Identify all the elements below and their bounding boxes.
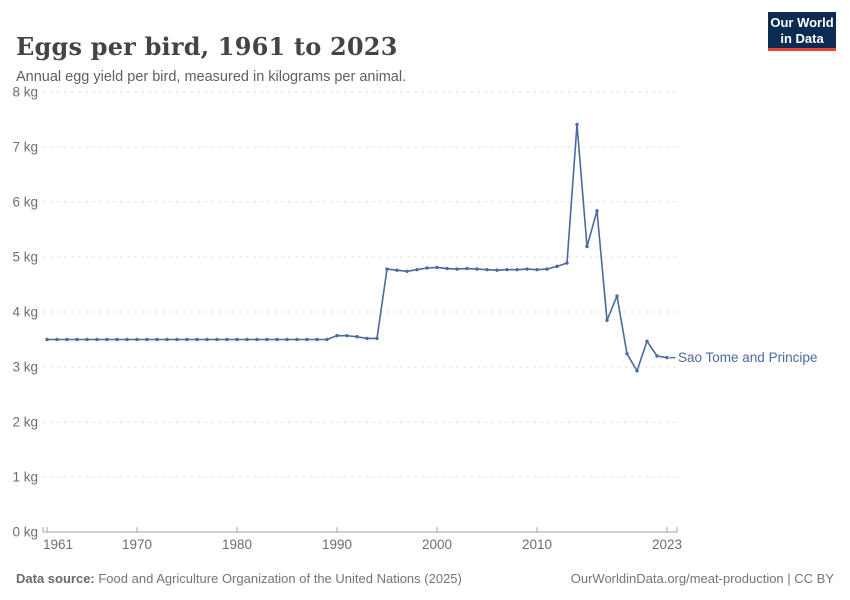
- data-point: [345, 333, 349, 338]
- data-point: [645, 339, 649, 343]
- y-tick-label: 2 kg: [12, 415, 38, 430]
- data-point: [215, 337, 219, 342]
- x-tick-label: 1990: [322, 537, 352, 552]
- data-point: [125, 337, 129, 342]
- y-tick-label: 0 kg: [12, 525, 38, 540]
- data-point: [105, 337, 109, 342]
- x-tick-label: 1970: [122, 537, 152, 552]
- x-tick-label: 2000: [422, 537, 452, 552]
- owid-logo-line2: in Data: [780, 30, 824, 46]
- data-point: [235, 337, 239, 342]
- data-point: [145, 337, 149, 342]
- data-point: [475, 267, 479, 271]
- y-tick-label: 5 kg: [12, 250, 38, 265]
- data-point: [385, 267, 389, 271]
- x-tick-label: 2010: [522, 537, 552, 552]
- data-point: [585, 244, 589, 249]
- data-point: [525, 267, 529, 271]
- data-point: [275, 337, 279, 342]
- data-point: [365, 336, 369, 341]
- data-point: [265, 337, 269, 342]
- data-point: [305, 337, 309, 342]
- data-point: [65, 337, 69, 342]
- data-point: [155, 337, 159, 342]
- data-point: [415, 267, 419, 272]
- data-point: [445, 266, 449, 271]
- y-tick-label: 3 kg: [12, 360, 38, 375]
- y-tick-label: 4 kg: [12, 305, 38, 320]
- data-point: [175, 337, 179, 342]
- data-point: [295, 337, 299, 342]
- data-point: [325, 337, 329, 342]
- data-point: [225, 337, 229, 342]
- data-point: [575, 122, 579, 127]
- data-point: [85, 337, 89, 342]
- data-point: [375, 336, 379, 341]
- y-tick-label: 6 kg: [12, 195, 38, 210]
- data-point: [655, 354, 659, 358]
- data-point: [45, 337, 49, 342]
- y-tick-label: 1 kg: [12, 470, 38, 485]
- data-point: [165, 337, 169, 342]
- data-point: [405, 269, 409, 273]
- data-point: [455, 267, 459, 271]
- x-tick-label: 1961: [43, 537, 73, 552]
- attribution-text: OurWorldinData.org/meat-production | CC …: [570, 571, 834, 586]
- data-point: [615, 294, 619, 298]
- data-point: [555, 264, 559, 269]
- owid-logo-line1: Our World: [770, 15, 834, 30]
- data-point: [595, 209, 599, 213]
- series-line: [47, 123, 668, 372]
- x-tick-label: 2023: [652, 537, 682, 552]
- data-point: [285, 337, 289, 342]
- data-point: [435, 265, 439, 270]
- data-source-note: Data source: Food and Agriculture Organi…: [16, 571, 462, 586]
- page-subtitle: Annual egg yield per bird, measured in k…: [16, 68, 407, 85]
- data-point: [625, 352, 629, 356]
- data-point: [395, 268, 399, 272]
- data-point: [355, 335, 359, 339]
- data-point: [95, 337, 99, 342]
- y-tick-label: 8 kg: [12, 85, 38, 100]
- y-tick-label: 7 kg: [12, 140, 38, 155]
- owid-logo: Our World in Data: [768, 12, 836, 51]
- data-point: [545, 267, 549, 271]
- page-title: Eggs per bird, 1961 to 2023: [16, 32, 398, 62]
- data-point: [115, 337, 119, 342]
- data-point: [315, 337, 319, 342]
- data-point: [535, 267, 539, 272]
- data-point: [245, 337, 249, 342]
- data-source-label: Data source:: [16, 571, 95, 586]
- data-point: [55, 337, 59, 342]
- data-source-text: Food and Agriculture Organization of the…: [94, 571, 462, 586]
- data-point: [195, 337, 199, 342]
- data-point: [565, 261, 569, 265]
- data-point: [185, 337, 189, 342]
- data-point: [515, 267, 519, 272]
- data-point: [205, 337, 209, 342]
- data-point: [485, 267, 489, 272]
- data-point: [255, 337, 259, 342]
- data-point: [425, 266, 429, 270]
- series-end-label: Sao Tome and Principe: [678, 350, 817, 365]
- data-point: [495, 268, 499, 272]
- x-tick-label: 1980: [222, 537, 252, 552]
- data-point: [505, 267, 509, 272]
- data-point: [665, 355, 669, 360]
- data-point: [135, 337, 139, 342]
- data-point: [605, 318, 609, 322]
- chart-footer: Data source: Food and Agriculture Organi…: [16, 571, 834, 586]
- data-point: [75, 337, 79, 342]
- data-point: [635, 369, 639, 373]
- data-point: [465, 266, 469, 271]
- data-point: [335, 333, 339, 338]
